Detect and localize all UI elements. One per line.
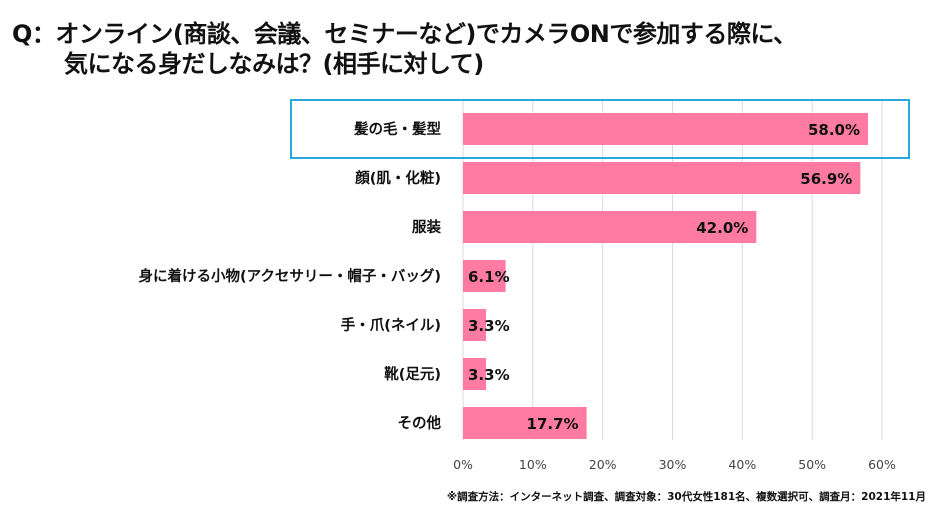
category-label: 身に着ける小物(アクセサリー・帽子・バッグ)	[138, 267, 441, 285]
bar	[463, 309, 487, 341]
data-label: 58.0%	[808, 121, 860, 139]
highlight-box	[290, 99, 910, 159]
x-tick-label: 50%	[798, 457, 826, 472]
data-label: 3.3%	[468, 366, 510, 384]
category-label: 髪の毛・髪型	[353, 120, 441, 138]
x-tick-label: 10%	[519, 457, 547, 472]
data-label: 42.0%	[696, 219, 748, 237]
footnote: ※調査方法：インターネット調査、調査対象：30代女性181名、複数選択可、調査月…	[446, 491, 926, 503]
data-label: 56.9%	[800, 170, 852, 188]
data-label: 6.1%	[468, 268, 510, 286]
bar	[463, 407, 587, 439]
category-label: 顔(肌・化粧)	[354, 169, 441, 187]
x-tick-label: 20%	[589, 457, 617, 472]
x-tick-label: 40%	[728, 457, 756, 472]
x-tick-label: 0%	[453, 457, 473, 472]
category-label: その他	[398, 414, 442, 432]
bar	[463, 113, 869, 145]
chart-title-line1: Q：オンライン(商談、会議、セミナーなど)でカメラONで参加する際に、	[12, 20, 797, 48]
data-label: 17.7%	[527, 415, 579, 433]
category-label: 手・爪(ネイル)	[341, 316, 441, 334]
category-label: 靴(足元)	[384, 365, 441, 383]
bar	[463, 358, 487, 390]
chart-title-line2: 気になる身だしなみは？(相手に対して)	[64, 50, 484, 78]
x-tick-label: 60%	[868, 457, 896, 472]
category-label: 服装	[412, 218, 441, 236]
data-label: 3.3%	[468, 317, 510, 335]
x-tick-label: 30%	[659, 457, 687, 472]
bar	[463, 260, 506, 292]
bar	[463, 162, 861, 194]
bar	[463, 211, 757, 243]
